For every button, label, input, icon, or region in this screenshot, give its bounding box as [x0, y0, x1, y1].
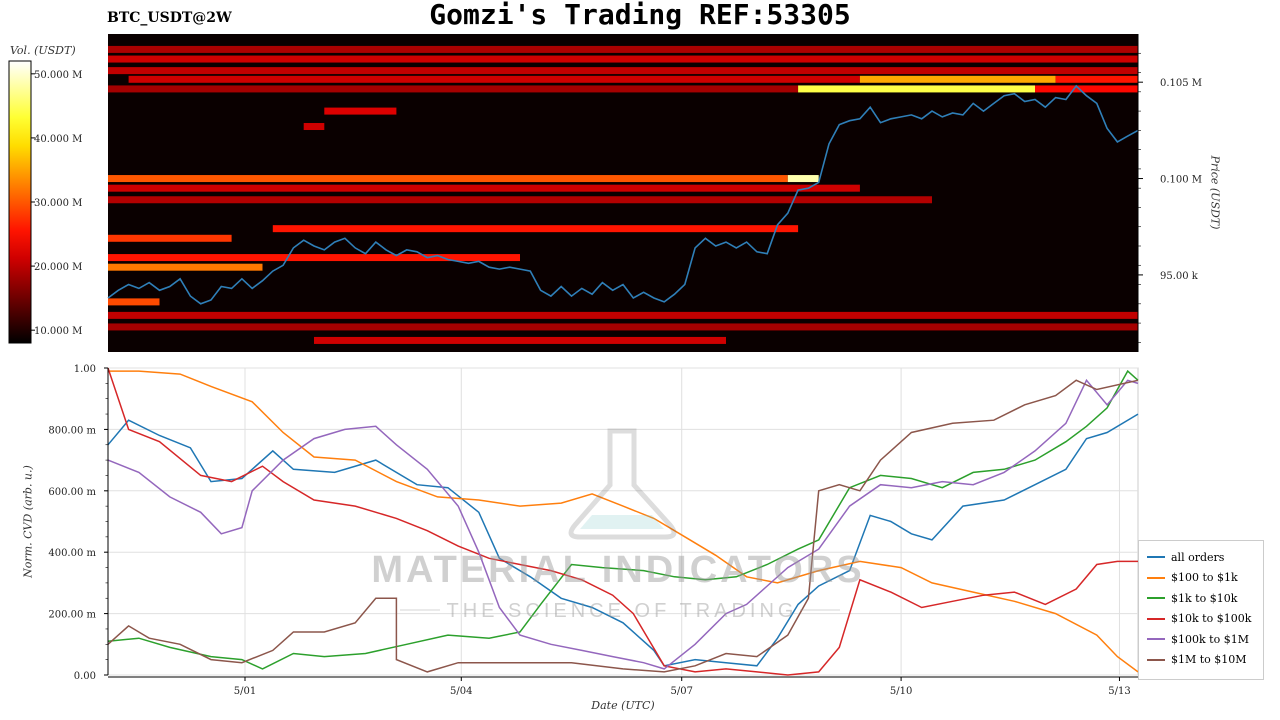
- cvd-series-line: [107, 378, 1139, 670]
- cvd-plot-area: [107, 367, 1139, 676]
- legend-swatch: [1147, 576, 1165, 579]
- heatmap-band: [303, 123, 325, 131]
- legend-swatch: [1147, 638, 1165, 640]
- colorbar: 50.000 M 40.000 M 30.000 M 20.000 M 10.000 M: [8, 60, 82, 344]
- heatmap-band: [108, 254, 520, 262]
- watermark-title: MATERIAL INDICATORS: [371, 549, 864, 591]
- cvd-series-line: [107, 367, 1138, 676]
- heatmap-band: [108, 45, 1138, 53]
- heatmap-band: [128, 75, 860, 83]
- legend-label: all orders: [1171, 550, 1225, 564]
- cvd-series-line: [108, 370, 1139, 673]
- colorbar-gradient: [8, 60, 32, 344]
- watermark-logo: MATERIAL INDICATORS THE SCIENCE OF TRADI…: [371, 428, 864, 622]
- legend-item: $100k to $1M: [1147, 632, 1249, 646]
- colorbar-title: Vol. (USDT): [10, 44, 76, 57]
- colorbar-tick-label: 10.000 M: [34, 326, 82, 337]
- cvd-x-axis: 5/01 5/04 5/07 5/10 5/13: [108, 676, 1138, 697]
- cvd-x-axis-title: Date (UTC): [591, 699, 655, 712]
- price-tick-label: 0.100 M: [1160, 175, 1202, 186]
- legend-item: all orders: [1147, 550, 1224, 564]
- legend-label: $100 to $1k: [1171, 571, 1238, 584]
- watermark-subtitle: THE SCIENCE OF TRADING: [447, 600, 798, 622]
- heatmap-band: [859, 75, 1056, 83]
- heatmap-band: [108, 67, 1138, 75]
- price-line: [107, 84, 1139, 305]
- colorbar-tick-label: 30.000 M: [34, 198, 82, 209]
- cvd-y-tick-label: 600.00 m: [48, 487, 96, 498]
- chart-legend: all orders $100 to $1k $1k to $10k $10k to …: [1138, 540, 1264, 680]
- cvd-y-tick-label: 0.00: [74, 671, 96, 682]
- heatmap-band: [108, 55, 1138, 63]
- cvd-x-tick-label: 5/07: [670, 686, 692, 697]
- cvd-y-tick-label: 200.00 m: [48, 610, 96, 621]
- heatmap-band: [108, 234, 232, 242]
- legend-swatch: [1147, 617, 1165, 620]
- heatmap-band: [108, 196, 932, 204]
- heatmap-band: [1055, 75, 1138, 83]
- symbol-label: BTC_USDT@2W: [107, 10, 232, 26]
- cvd-x-tick-label: 5/13: [1108, 686, 1130, 697]
- cvd-x-tick-label: 5/01: [234, 686, 256, 697]
- heatmap-band: [108, 263, 263, 271]
- colorbar-tick-label: 40.000 M: [34, 134, 82, 145]
- legend-swatch: [1147, 556, 1165, 558]
- colorbar-tick-label: 50.000 M: [34, 70, 82, 81]
- cvd-x-tick-label: 5/10: [890, 686, 912, 697]
- legend-label: $10k to $100k: [1171, 612, 1252, 625]
- heatmap-band: [1035, 85, 1138, 93]
- cvd-y-tick-label: 1.00: [74, 364, 96, 375]
- heatmap-band: [324, 107, 397, 115]
- legend-item: $10k to $100k: [1147, 612, 1251, 626]
- legend-label: $100k to $1M: [1171, 632, 1249, 646]
- heatmap-band: [314, 336, 726, 344]
- cvd-y-axis: 1.00 800.00 m 600.00 m 400.00 m 200.00 m 0.00: [48, 364, 109, 682]
- cvd-series-line: [107, 369, 1139, 670]
- heatmap-band: [108, 323, 1138, 331]
- legend-item: $1k to $10k: [1147, 591, 1237, 605]
- orderbook-heatmap: [107, 34, 1139, 352]
- cvd-chart: [107, 367, 1139, 676]
- heatmap-band: [798, 85, 1035, 93]
- flask-icon: [568, 428, 677, 540]
- cvd-y-tick-label: 400.00 m: [48, 548, 96, 559]
- cvd-y-axis-title: Norm. CVD (arb. u.): [21, 465, 35, 578]
- cvd-y-tick-label: 800.00 m: [48, 425, 96, 436]
- legend-swatch: [1147, 597, 1165, 599]
- heatmap-band: [108, 311, 1138, 319]
- legend-item: $100 to $1k: [1147, 571, 1238, 585]
- price-tick-label: 0.105 M: [1160, 78, 1202, 89]
- cvd-series-line: [107, 379, 1139, 673]
- price-tick-label: 95.00 k: [1160, 271, 1199, 282]
- colorbar-tick-label: 20.000 M: [34, 262, 82, 273]
- cvd-x-tick-label: 5/04: [450, 686, 472, 697]
- heatmap-band: [108, 298, 160, 306]
- legend-swatch: [1147, 658, 1165, 661]
- legend-item: $1M to $10M: [1147, 653, 1247, 667]
- chart-main-title: Gomzi's Trading REF:53305: [429, 0, 851, 31]
- legend-label: $1k to $10k: [1171, 591, 1238, 605]
- heatmap-band: [108, 184, 860, 192]
- price-axis-title: Price (USDT): [1208, 155, 1222, 230]
- heatmap-band: [108, 175, 788, 183]
- heatmap-band: [272, 225, 799, 233]
- heatmap-band: [108, 85, 799, 93]
- legend-label: $1M to $10M: [1171, 653, 1247, 666]
- price-axis: 0.105 M 0.100 M 95.00 k: [1137, 34, 1202, 352]
- heatmap-band: [787, 175, 819, 183]
